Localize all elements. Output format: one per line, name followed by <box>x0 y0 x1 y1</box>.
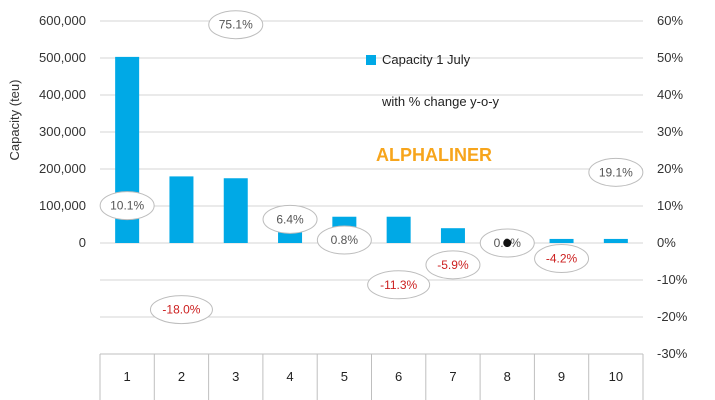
y-tick-label: 300,000 <box>39 124 86 139</box>
legend-note: with % change y-o-y <box>381 94 500 109</box>
y2-tick-label: 30% <box>657 124 683 139</box>
bar <box>386 216 411 243</box>
category-label: 8 <box>504 369 511 384</box>
pct-change-label: -5.9% <box>425 250 481 280</box>
y2-tick-label: 60% <box>657 13 683 28</box>
y-tick-label: 0 <box>79 235 86 250</box>
legend-swatch <box>366 55 376 65</box>
y-tick-label: 500,000 <box>39 50 86 65</box>
alphaliner-watermark: ALPHALINER <box>376 145 492 165</box>
pct-change-label: -11.3% <box>367 270 431 300</box>
category-label: 9 <box>558 369 565 384</box>
pct-change-value: -18.0% <box>162 303 200 317</box>
category-label: 10 <box>609 369 623 384</box>
pct-change-label: 0.8% <box>316 225 372 255</box>
pct-change-point <box>503 239 512 247</box>
y-tick-label: 600,000 <box>39 13 86 28</box>
pct-change-oval <box>208 10 264 40</box>
y2-tick-label: -10% <box>657 272 688 287</box>
bar <box>169 176 194 243</box>
category-label: 2 <box>178 369 185 384</box>
category-label: 5 <box>341 369 348 384</box>
pct-change-oval <box>99 191 155 221</box>
left-axis-ticks: 600,000 500,000 400,000 300,000 200,000 100,0… <box>39 13 86 250</box>
bar <box>603 238 628 243</box>
category-label: 7 <box>449 369 456 384</box>
pct-change-labels: 10.1%-18.0%75.1%6.4%0.8%-11.3%-5.9%0.0%-… <box>99 10 644 325</box>
y-axis-title: Capacity (teu) <box>7 80 22 161</box>
category-label: 4 <box>286 369 293 384</box>
pct-change-value: 6.4% <box>276 212 304 226</box>
y2-tick-label: -20% <box>657 309 688 324</box>
pct-change-oval <box>149 295 213 325</box>
pct-change-value: 0.8% <box>331 233 359 247</box>
pct-change-value: -4.2% <box>546 252 578 266</box>
category-label: 6 <box>395 369 402 384</box>
pct-change-label: 6.4% <box>262 204 318 234</box>
category-table: 1 2 3 4 5 6 7 8 9 10 <box>99 353 644 400</box>
pct-change-value: 10.1% <box>110 199 144 213</box>
y2-tick-label: 20% <box>657 161 683 176</box>
pct-change-label: 75.1% <box>208 10 264 40</box>
pct-change-label: -4.2% <box>534 244 590 274</box>
pct-change-label: 19.1% <box>588 157 644 187</box>
y-tick-label: 100,000 <box>39 198 86 213</box>
y2-tick-label: 0% <box>657 235 676 250</box>
bar <box>549 238 574 243</box>
bar <box>440 228 465 243</box>
pct-change-oval <box>262 204 318 234</box>
pct-change-oval <box>367 270 431 300</box>
pct-change-value: 75.1% <box>219 18 253 32</box>
category-label: 3 <box>232 369 239 384</box>
y2-tick-label: 10% <box>657 198 683 213</box>
pct-change-oval <box>316 225 372 255</box>
pct-change-oval <box>588 157 644 187</box>
pct-change-value: 19.1% <box>599 165 633 179</box>
right-axis-ticks: 60% 50% 40% 30% 20% 10% 0% -10% -20% -30% <box>657 13 688 361</box>
pct-change-label: -18.0% <box>149 295 213 325</box>
pct-change-value: -11.3% <box>380 278 417 292</box>
y2-tick-label: -30% <box>657 346 688 361</box>
legend: Capacity 1 July with % change y-o-y <box>366 52 500 109</box>
pct-change-oval <box>425 250 481 280</box>
y2-tick-label: 40% <box>657 87 683 102</box>
y-tick-label: 200,000 <box>39 161 86 176</box>
legend-entry: Capacity 1 July <box>382 52 471 67</box>
y2-tick-label: 50% <box>657 50 683 65</box>
pct-change-value: -5.9% <box>437 258 469 272</box>
bars <box>115 56 628 243</box>
pct-change-label: 10.1% <box>99 191 155 221</box>
category-label: 1 <box>124 369 131 384</box>
y-tick-label: 400,000 <box>39 87 86 102</box>
bar <box>223 178 248 243</box>
pct-change-oval <box>534 244 590 274</box>
